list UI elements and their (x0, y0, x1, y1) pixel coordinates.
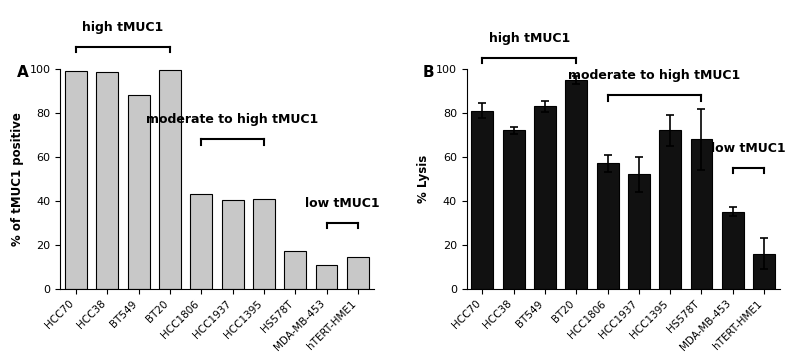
Bar (65, 71, 87, 289)
Bar (128, 95, 150, 289)
Bar (753, 254, 775, 289)
Y-axis label: % of tMUC1 positive: % of tMUC1 positive (11, 112, 24, 246)
Text: low tMUC1: low tMUC1 (305, 197, 379, 210)
Bar (628, 174, 650, 289)
Text: low tMUC1: low tMUC1 (711, 142, 786, 155)
Text: high tMUC1: high tMUC1 (82, 21, 164, 34)
Bar (534, 106, 556, 289)
Bar (159, 70, 181, 289)
Bar (96, 72, 118, 289)
Bar (471, 111, 494, 289)
Bar (284, 252, 306, 289)
Bar (659, 130, 681, 289)
Y-axis label: % Lysis: % Lysis (418, 155, 430, 203)
Bar (315, 265, 338, 289)
Bar (253, 199, 275, 289)
Bar (566, 80, 587, 289)
Text: A: A (17, 64, 28, 80)
Bar (190, 194, 212, 289)
Text: high tMUC1: high tMUC1 (489, 32, 570, 45)
Bar (690, 139, 713, 289)
Bar (597, 163, 618, 289)
Bar (222, 200, 243, 289)
Bar (722, 212, 744, 289)
Bar (347, 257, 369, 289)
Text: moderate to high tMUC1: moderate to high tMUC1 (568, 69, 741, 82)
Text: B: B (423, 64, 434, 80)
Bar (502, 130, 525, 289)
Text: moderate to high tMUC1: moderate to high tMUC1 (146, 113, 318, 126)
